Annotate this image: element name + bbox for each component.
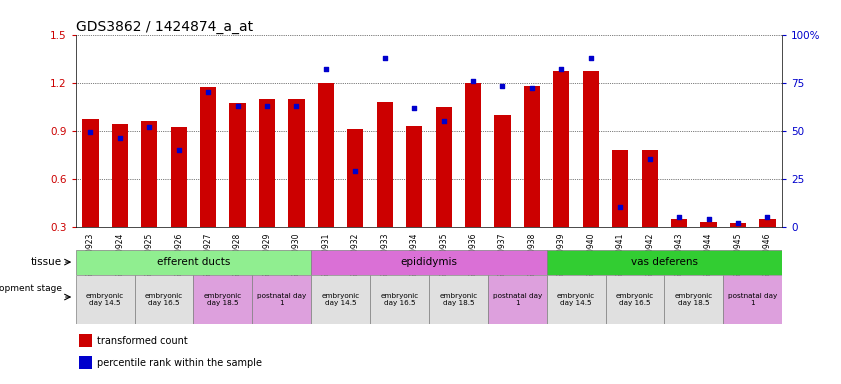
Point xyxy=(761,214,775,220)
Point xyxy=(437,118,451,124)
Bar xyxy=(495,114,510,227)
Text: postnatal day
1: postnatal day 1 xyxy=(493,293,542,306)
Bar xyxy=(730,223,746,227)
Point xyxy=(555,66,569,72)
Bar xyxy=(606,275,664,324)
Text: epididymis: epididymis xyxy=(400,257,458,267)
Bar xyxy=(642,150,658,227)
Point xyxy=(230,103,244,109)
Point xyxy=(701,216,715,222)
Point xyxy=(319,66,332,72)
Bar xyxy=(436,107,452,227)
Bar xyxy=(259,99,275,227)
Text: embryonic
day 18.5: embryonic day 18.5 xyxy=(439,293,478,306)
Bar xyxy=(759,218,775,227)
Bar xyxy=(230,103,246,227)
Point xyxy=(378,55,391,61)
Bar xyxy=(135,275,193,324)
Point xyxy=(348,168,362,174)
Bar xyxy=(406,126,422,227)
Text: embryonic
day 16.5: embryonic day 16.5 xyxy=(616,293,654,306)
Point xyxy=(142,124,156,130)
Text: postnatal day
1: postnatal day 1 xyxy=(728,293,777,306)
Bar xyxy=(171,127,187,227)
Bar xyxy=(318,83,334,227)
Bar xyxy=(664,275,723,324)
Text: GDS3862 / 1424874_a_at: GDS3862 / 1424874_a_at xyxy=(76,20,253,33)
Text: vas deferens: vas deferens xyxy=(631,257,698,267)
Bar xyxy=(701,222,717,227)
Bar xyxy=(79,356,92,369)
Text: embryonic
day 16.5: embryonic day 16.5 xyxy=(145,293,183,306)
Point xyxy=(289,103,303,109)
Bar xyxy=(311,275,370,324)
Point xyxy=(584,55,597,61)
Bar xyxy=(288,99,304,227)
Text: tissue: tissue xyxy=(31,257,62,267)
Bar xyxy=(671,218,687,227)
Text: efferent ducts: efferent ducts xyxy=(156,257,230,267)
Bar xyxy=(547,250,782,275)
Bar xyxy=(547,275,606,324)
Bar xyxy=(488,275,547,324)
Bar xyxy=(311,250,547,275)
Bar xyxy=(370,275,429,324)
Bar xyxy=(347,129,363,227)
Point xyxy=(495,83,509,89)
Bar xyxy=(612,150,628,227)
Bar xyxy=(524,86,540,227)
Bar xyxy=(377,102,393,227)
Bar xyxy=(112,124,128,227)
Point xyxy=(83,129,97,136)
Text: postnatal day
1: postnatal day 1 xyxy=(257,293,306,306)
Bar xyxy=(141,121,157,227)
Text: development stage: development stage xyxy=(0,284,62,293)
Bar xyxy=(82,119,98,227)
Text: transformed count: transformed count xyxy=(97,336,188,346)
Point xyxy=(260,103,273,109)
Text: embryonic
day 18.5: embryonic day 18.5 xyxy=(674,293,713,306)
Bar xyxy=(723,275,782,324)
Bar xyxy=(79,334,92,347)
Text: percentile rank within the sample: percentile rank within the sample xyxy=(97,358,262,367)
Point xyxy=(407,104,420,111)
Point xyxy=(113,135,126,141)
Point xyxy=(525,85,538,91)
Point xyxy=(172,147,185,153)
Point xyxy=(201,89,214,95)
Point xyxy=(732,220,745,226)
Text: embryonic
day 14.5: embryonic day 14.5 xyxy=(557,293,595,306)
Bar xyxy=(429,275,488,324)
Point xyxy=(643,156,657,162)
Point xyxy=(466,78,479,84)
Text: embryonic
day 14.5: embryonic day 14.5 xyxy=(321,293,360,306)
Bar xyxy=(252,275,311,324)
Text: embryonic
day 14.5: embryonic day 14.5 xyxy=(86,293,124,306)
Text: embryonic
day 18.5: embryonic day 18.5 xyxy=(204,293,242,306)
Point xyxy=(614,204,627,210)
Bar xyxy=(465,83,481,227)
Text: embryonic
day 16.5: embryonic day 16.5 xyxy=(380,293,419,306)
Bar xyxy=(553,71,569,227)
Bar xyxy=(76,275,135,324)
Bar xyxy=(193,275,252,324)
Bar xyxy=(200,88,216,227)
Bar xyxy=(583,71,599,227)
Bar xyxy=(76,250,311,275)
Point xyxy=(673,214,686,220)
